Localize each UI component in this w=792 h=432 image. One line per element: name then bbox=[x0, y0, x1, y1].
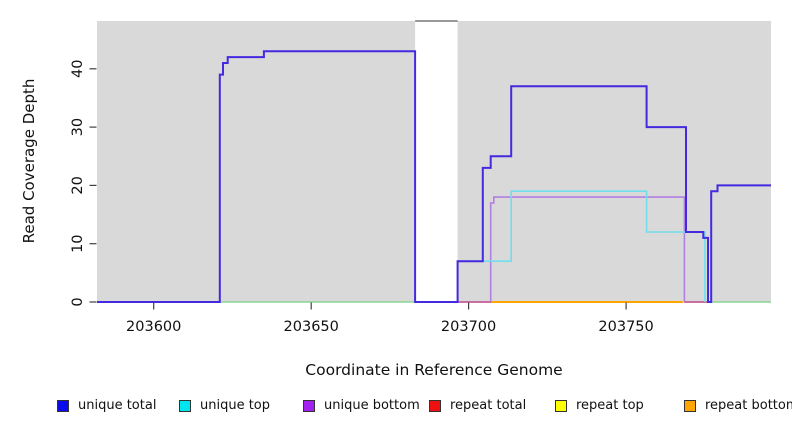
x-tick-label: 203650 bbox=[284, 319, 339, 335]
legend-item-repeat-bottom: repeat bottom bbox=[684, 398, 792, 413]
x-tick-label: 203700 bbox=[441, 319, 496, 335]
legend-label: unique top bbox=[200, 398, 271, 413]
legend-swatch-icon bbox=[684, 399, 696, 412]
legend-label: repeat total bbox=[450, 398, 527, 413]
legend-swatch-icon bbox=[303, 399, 315, 412]
legend-label: unique total bbox=[78, 398, 157, 413]
legend: unique total unique top unique bottom repea… bbox=[0, 398, 792, 420]
legend-swatch-icon bbox=[179, 399, 191, 412]
legend-swatch-icon bbox=[555, 399, 567, 412]
legend-label: repeat top bbox=[576, 398, 644, 413]
legend-label: unique bottom bbox=[324, 398, 420, 413]
legend-item-unique-top: unique top bbox=[179, 398, 270, 413]
y-tick-label: 20 bbox=[70, 176, 86, 194]
legend-item-unique-total: unique total bbox=[57, 398, 156, 413]
x-tick-label: 203600 bbox=[126, 319, 181, 335]
legend-item-repeat-total: repeat total bbox=[429, 398, 526, 413]
plot-area bbox=[97, 21, 771, 302]
y-tick-label: 30 bbox=[70, 118, 86, 136]
y-tick-label: 0 bbox=[70, 297, 86, 306]
legend-swatch-icon bbox=[429, 399, 441, 412]
legend-label: repeat bottom bbox=[705, 398, 792, 413]
legend-item-repeat-top: repeat top bbox=[555, 398, 644, 413]
legend-swatch-icon bbox=[57, 399, 69, 412]
x-tick-label: 203750 bbox=[598, 319, 653, 335]
y-axis-title: Read Coverage Depth bbox=[20, 78, 38, 244]
y-tick-label: 40 bbox=[70, 60, 86, 78]
x-axis-title: Coordinate in Reference Genome bbox=[305, 361, 563, 379]
legend-item-unique-bottom: unique bottom bbox=[303, 398, 420, 413]
y-tick-label: 10 bbox=[70, 234, 86, 252]
